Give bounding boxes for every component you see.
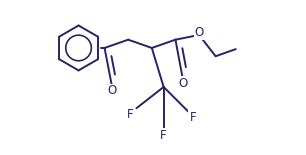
Text: O: O	[107, 84, 116, 97]
Text: F: F	[160, 129, 167, 142]
Text: F: F	[127, 108, 134, 121]
Text: O: O	[178, 77, 187, 90]
Text: F: F	[189, 111, 196, 124]
Text: O: O	[194, 26, 204, 39]
